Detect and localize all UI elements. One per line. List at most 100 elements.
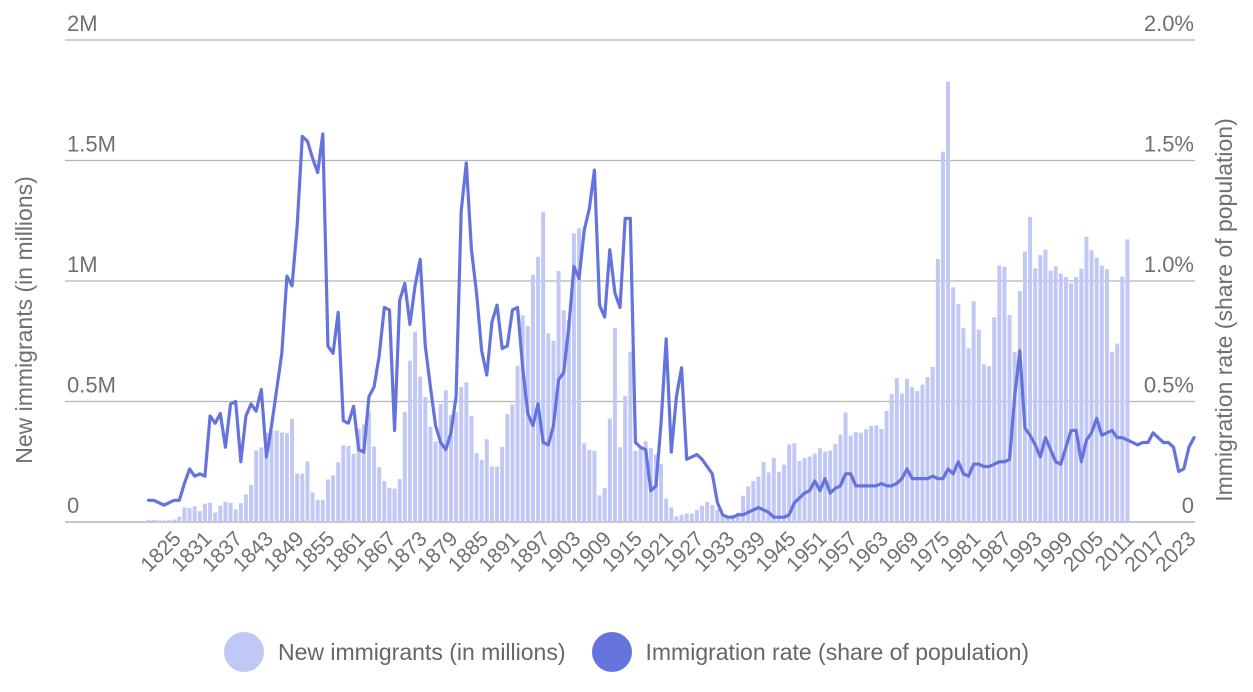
bar [679,514,684,522]
bar [1069,283,1074,522]
bar [710,504,715,522]
bar [356,428,361,522]
bar [633,451,638,522]
bar [735,512,740,522]
bar [1120,276,1125,522]
legend-item-immigrants[interactable]: New immigrants (in millions) [223,632,566,672]
bar [971,301,976,522]
bar [1074,277,1079,522]
left-axis-title: New immigrants (in millions) [11,176,37,464]
bar [628,351,633,522]
bar [838,434,843,522]
bar [305,461,310,522]
bar [674,516,679,522]
bar [833,444,838,522]
bar [279,432,284,522]
bar [925,377,930,522]
bar [853,432,858,522]
bar [997,265,1002,522]
bar [720,515,725,522]
bar [413,331,418,522]
bar [500,446,505,522]
bar [259,447,264,522]
bar [607,418,612,522]
bar [300,473,305,522]
bar [1079,268,1084,522]
bar [167,520,172,522]
bar [418,376,423,522]
bar [987,366,992,522]
y-tick-label: 1M [67,252,98,277]
bar [530,274,535,522]
bar [454,412,459,522]
bar [495,466,500,522]
bar [525,326,530,522]
legend-item-rate[interactable]: Immigration rate (share of population) [591,632,1030,672]
bar [243,494,248,522]
bar [392,488,397,522]
bar [643,441,648,522]
bar [233,509,238,522]
bar [623,395,628,522]
bar [182,507,187,522]
bar [592,450,597,522]
bar [249,484,254,522]
bar [858,432,863,522]
bar [146,519,151,522]
bar [684,513,689,522]
bar [156,520,161,522]
bar [992,317,997,522]
bar [151,519,156,522]
bars-series [146,81,1130,523]
bar [689,513,694,522]
legend-label-rate: Immigration rate (share of population) [645,638,1030,665]
y2-tick-label: 0 [1182,493,1194,518]
bar [577,228,582,523]
bar [213,512,218,522]
bar [351,453,356,522]
bar [561,310,566,522]
bar [397,479,402,522]
bar [402,411,407,522]
bar [940,151,945,523]
bar [966,348,971,522]
bar [1017,291,1022,522]
bar [407,360,412,522]
y2-tick-label: 0.5% [1144,373,1194,398]
bar [1007,315,1012,522]
bar [776,471,781,522]
bar [269,430,274,522]
bar [951,287,956,522]
y2-tick-label: 1.5% [1144,132,1194,157]
bar [1028,216,1033,522]
bar [787,444,792,522]
bar [520,315,525,522]
bar [910,387,915,522]
bar [669,507,674,522]
bar [295,473,300,522]
bar [325,479,330,522]
bar [879,428,884,522]
bar [766,472,771,522]
bar [946,81,951,522]
bar [582,443,587,522]
y2-tick-label: 2.0% [1144,11,1194,36]
bar [1033,268,1038,522]
bar [320,499,325,522]
bar [694,509,699,522]
bar [372,446,377,522]
bar [981,364,986,522]
bar [310,492,315,522]
bar [905,378,910,522]
bar [208,502,213,522]
y-tick-label: 0 [67,493,79,518]
bar [618,447,623,522]
bar [387,487,392,522]
bar [1063,277,1068,522]
bar [792,443,797,522]
bar [223,501,228,522]
bar [177,516,182,522]
bar [346,445,351,522]
bar [546,333,551,522]
